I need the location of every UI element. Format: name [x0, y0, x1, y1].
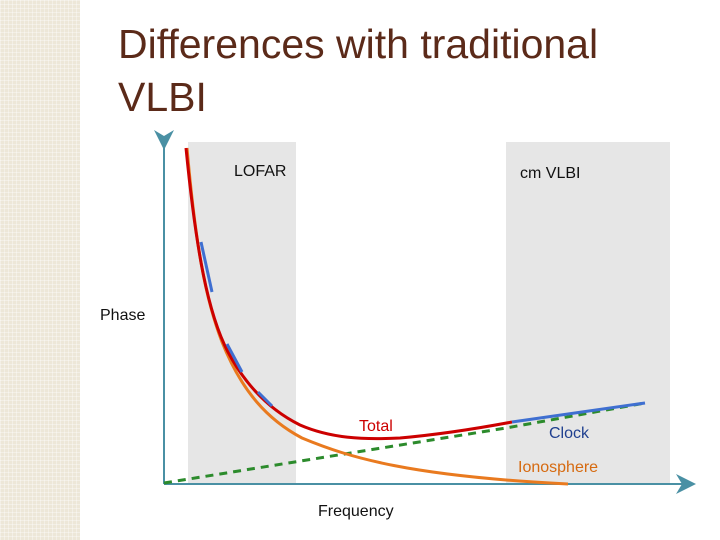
frequency-axis-label: Frequency — [318, 503, 394, 520]
title-line-2: VLBI — [118, 74, 207, 120]
lofar-region — [188, 142, 296, 484]
total-curve-blue-segment-1 — [199, 241, 214, 293]
left-decorative-band — [0, 0, 80, 540]
title-line-1: Differences with traditional — [118, 21, 599, 67]
clock-label: Clock — [549, 425, 590, 442]
clock-dashed-line — [163, 401, 646, 485]
total-label: Total — [359, 418, 393, 435]
page-title: Differences with traditional VLBI — [118, 18, 598, 124]
total-curve-blue-segment-3 — [256, 390, 274, 408]
total-curve-blue-segment-2 — [225, 343, 244, 373]
ionosphere-label: Ionosphere — [518, 459, 599, 476]
phase-axis-label: Phase — [100, 307, 146, 324]
cm-vlbi-label: cm VLBI — [520, 165, 581, 182]
cm-vlbi-region — [506, 142, 670, 484]
total-curve — [184, 147, 513, 441]
clock-solid-line — [511, 401, 646, 424]
lofar-label: LOFAR — [234, 163, 287, 180]
